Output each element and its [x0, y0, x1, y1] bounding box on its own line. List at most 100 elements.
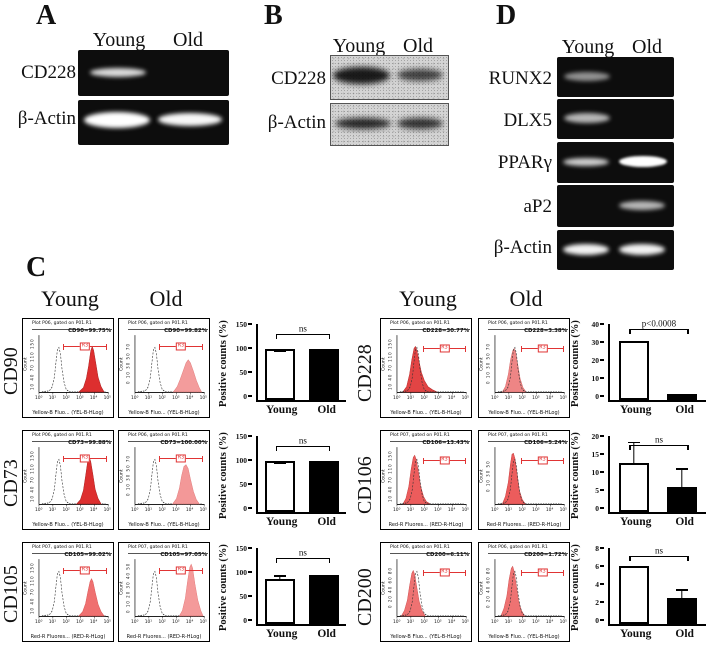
x-tick-old: Old	[317, 516, 336, 528]
fluorescence-axis-label: Red-R Fluores... (RED-R-HLog)	[30, 634, 106, 640]
fluorescence-axis-label: Red-R Fluores... (RED-R-HLog)	[486, 522, 562, 528]
histogram	[396, 447, 467, 507]
percent-annotation: CD73=99.88%	[68, 440, 111, 446]
gel-a-bactin	[78, 100, 229, 145]
fluorescence-axis-ticks: 10⁰ 10¹ 10² 10³ 10⁴ 10⁵	[131, 620, 207, 625]
fluorescence-axis-label: Yellow-B Fluo... (YEL-B-HLog)	[128, 522, 200, 528]
histogram	[38, 447, 109, 507]
significance-label: p<0.0008	[641, 318, 677, 329]
plot-title: Plot P06, gated on P01.R1	[32, 431, 112, 442]
significance-label: ns	[298, 547, 307, 558]
x-axis-labels: Young Old	[256, 628, 346, 640]
x-tick-old: Old	[317, 404, 336, 416]
fluorescence-axis-label: Yellow-B Fluo... (YEL-B-HLog)	[390, 410, 462, 416]
fluorescence-axis-ticks: 10⁰ 10¹ 10² 10³ 10⁴ 10⁵	[393, 396, 469, 401]
histogram	[38, 335, 109, 395]
panel-a-col-young: Young	[92, 29, 146, 51]
fluorescence-axis-ticks: 10⁰ 10¹ 10² 10³ 10⁴ 10⁵	[491, 396, 567, 401]
percent-annotation: CD105=99.02%	[64, 552, 111, 558]
fluorescence-axis-label: Yellow-B Fluo... (YEL-B-HLog)	[128, 410, 200, 416]
x-tick-young: Young	[266, 516, 298, 528]
band	[563, 158, 609, 166]
bar-young	[619, 441, 649, 512]
significance-bracket: ns	[275, 436, 331, 451]
percent-annotation: CD200=1.72%	[524, 552, 567, 558]
histogram	[494, 335, 565, 395]
fluorescence-axis-label: Red-R Fluores... (RED-R-HLog)	[126, 634, 202, 640]
percent-annotation: CD228=30.77%	[422, 328, 469, 334]
band	[619, 156, 667, 167]
count-axis-ticks: 0 10 30 50 70	[125, 343, 131, 385]
count-axis-ticks: 0 20 40 60 80	[387, 567, 393, 609]
significance-bracket: ns	[275, 324, 331, 339]
error-bar	[676, 588, 688, 600]
significance-label: ns	[298, 435, 307, 446]
panel-b-label: B	[264, 0, 283, 31]
bar-old	[309, 349, 339, 400]
panel-b-col-young: Young	[332, 35, 386, 57]
flow-plot-cd90-old: Plot P06, gated on P01.R1 CD90=99.82% R3…	[118, 318, 210, 418]
fluorescence-axis-ticks: 10⁰ 10¹ 10² 10³ 10⁴ 10⁵	[491, 508, 567, 513]
flow-plot-cd105-young: Plot P07, gated on P01.R1 CD105=99.02% R…	[22, 542, 114, 642]
panel-d-col-young: Young	[561, 36, 615, 58]
panel-d-row-bactin: β-Actin	[493, 237, 552, 258]
error-bar	[628, 566, 640, 569]
bar-old	[309, 574, 339, 624]
panel-c-label: C	[26, 252, 47, 283]
error-bar	[318, 350, 330, 352]
c-right-col-old: Old	[509, 286, 543, 311]
panel-d-row-dlx5: DLX5	[503, 110, 552, 131]
gate-marker: R3	[63, 342, 107, 351]
histogram	[494, 559, 565, 619]
bar-chart-cd105: Positive counts (%) 150 100 50 0 ns Young O…	[218, 542, 352, 645]
band	[333, 67, 390, 84]
marker-label-cd200: CD200	[354, 568, 376, 626]
c-left-col-young: Young	[41, 286, 99, 311]
flow-plot-cd90-young: Plot P06, gated on P01.R1 CD90=99.75% R3…	[22, 318, 114, 418]
bar-young	[265, 575, 295, 624]
plot-area: ns	[608, 435, 706, 514]
significance-bracket: ns	[629, 546, 689, 561]
plot-area: ns	[608, 546, 706, 626]
gel-d-runx2	[557, 57, 674, 97]
panel-d-col-old: Old	[632, 36, 662, 58]
x-tick-young: Young	[266, 628, 298, 640]
gel-d-pparg	[557, 142, 674, 183]
flow-plot-cd73-young: Plot P06, gated on P01.R1 CD73=99.88% R3…	[22, 430, 114, 530]
fluorescence-axis-ticks: 10⁰ 10¹ 10² 10³ 10⁴ 10⁵	[491, 620, 567, 625]
significance-bracket: ns	[275, 548, 331, 563]
percent-annotation: CD90=99.75%	[68, 328, 111, 334]
count-axis-ticks: 0 10 20 30 40 50	[125, 562, 131, 614]
bar-chart-cd73: Positive counts (%) 150 100 50 0 ns Young O…	[218, 430, 352, 534]
significance-label: ns	[654, 545, 663, 556]
y-axis-ticks: 150 100 50 0	[230, 544, 252, 625]
c-right-col-young: Young	[399, 286, 457, 311]
x-tick-young: Young	[266, 404, 298, 416]
error-bar	[274, 575, 286, 581]
marker-label-cd73: CD73	[0, 459, 22, 507]
bar-old	[667, 394, 697, 400]
flow-plot-cd73-old: Plot P06, gated on P01.R1 CD73=100.00% R…	[118, 430, 210, 530]
flow-plot-cd200-old: Plot P06, gated on P01.R1 CD200=1.72% R3…	[478, 542, 570, 642]
x-axis-labels: Young Old	[608, 628, 706, 640]
blot-b-bactin	[330, 103, 449, 146]
error-bar	[676, 395, 688, 397]
histogram	[38, 559, 109, 619]
fluorescence-axis-ticks: 10⁰ 10¹ 10² 10³ 10⁴ 10⁵	[131, 508, 207, 513]
plot-title: Plot P07, gated on P01.R1	[390, 431, 470, 442]
histogram	[134, 559, 205, 619]
fluorescence-axis-ticks: 10⁰ 10¹ 10² 10³ 10⁴ 10⁵	[35, 396, 111, 401]
x-tick-old: Old	[317, 628, 336, 640]
percent-annotation: CD73=100.00%	[160, 440, 207, 446]
plot-title: Plot P06, gated on P01.R1	[390, 319, 470, 330]
x-tick-old: Old	[675, 628, 694, 640]
x-axis-labels: Young Old	[256, 516, 346, 528]
significance-label: ns	[298, 323, 307, 334]
fluorescence-axis-label: Yellow-B Fluo... (YEL-B-HLog)	[390, 634, 462, 640]
fluorescence-axis-label: Yellow-B Fluo... (YEL-B-HLog)	[488, 634, 560, 640]
bar-old	[309, 461, 339, 512]
plot-title: Plot P06, gated on P01.R1	[32, 319, 112, 330]
histogram	[134, 335, 205, 395]
histogram	[396, 335, 467, 395]
